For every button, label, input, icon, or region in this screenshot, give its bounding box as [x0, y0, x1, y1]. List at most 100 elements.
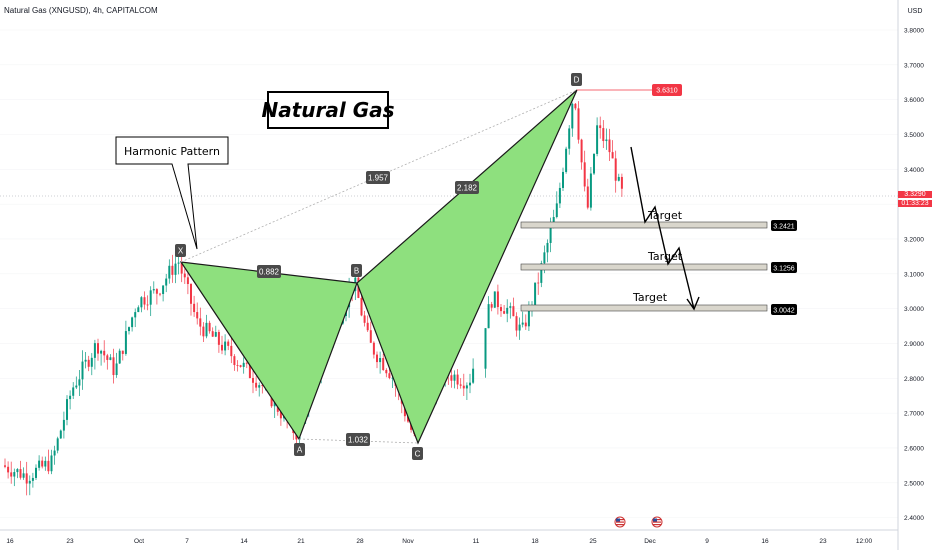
candle-body [543, 252, 546, 264]
candle-body [534, 282, 537, 305]
ratio-abc: 1.032 [348, 436, 369, 445]
candle-body [109, 357, 112, 360]
candle-body [577, 108, 580, 140]
x-tick-label: 28 [356, 538, 364, 545]
candle-body [180, 262, 183, 274]
d-high-price: 3.6310 [656, 88, 678, 95]
candle-body [118, 350, 121, 364]
candle-body [149, 290, 152, 305]
candle-body [121, 350, 124, 354]
ratio-xad-badge [366, 171, 390, 184]
candle-body [506, 307, 509, 314]
candle-body [31, 477, 34, 481]
candle-body [112, 357, 115, 376]
candle-body [565, 148, 568, 172]
candle-body [87, 359, 90, 367]
candle-body [462, 385, 465, 389]
candle-body [472, 368, 475, 383]
x-tick-label: 23 [819, 538, 827, 545]
candle-body [41, 460, 44, 467]
candle-body [97, 343, 99, 354]
candle-body [16, 469, 19, 473]
candle-body [512, 306, 515, 317]
ratio-xab: 0.882 [259, 268, 280, 277]
y-tick-label: 3.4000 [904, 167, 924, 174]
candle-body [93, 343, 96, 358]
point-x-badge [175, 244, 186, 257]
candle-body [199, 318, 202, 327]
target-label-1: Target [647, 209, 683, 222]
candle-body [134, 312, 137, 318]
candle-body [546, 242, 549, 253]
candle-body [593, 153, 595, 174]
candle-body [115, 363, 118, 376]
candle-body [484, 328, 487, 369]
candle-body [190, 284, 192, 304]
candle-body [177, 262, 180, 264]
candle-body [574, 103, 577, 109]
y-tick-label: 2.7000 [904, 411, 924, 418]
candle-body [13, 472, 16, 477]
candle-body [245, 362, 248, 364]
x-tick-label: 16 [761, 538, 769, 545]
candle-body [224, 341, 227, 351]
point-b-label: B [354, 267, 359, 276]
candle-body [4, 465, 6, 467]
candle-body [236, 365, 239, 366]
callout-text: Harmonic Pattern [124, 145, 220, 158]
candle-body [19, 469, 22, 478]
candle-body [44, 460, 47, 467]
candle-body [562, 171, 564, 188]
candle-body [10, 472, 13, 477]
candle-body [465, 385, 468, 389]
ratio-xad: 1.957 [368, 174, 389, 183]
candle-body [369, 330, 372, 343]
candle-body [221, 344, 223, 351]
candle-body [25, 473, 28, 484]
us-flag-icon[interactable] [614, 516, 626, 528]
candle-body [211, 331, 214, 337]
candle-body [385, 369, 388, 374]
candle-body [128, 327, 130, 332]
candle-body [124, 331, 127, 354]
candle-body [490, 304, 493, 308]
candle-body [131, 317, 134, 328]
candle-body [388, 373, 391, 379]
x-tick-label: 18 [531, 538, 539, 545]
candle-body [59, 430, 62, 439]
target-zone-3 [520, 304, 768, 312]
candle-body [509, 306, 512, 308]
candle-body [453, 374, 456, 381]
candle-body [518, 324, 521, 331]
candle-body [602, 128, 605, 142]
x-tick-label: 12:00 [856, 538, 873, 545]
target-price-1: 3.2421 [773, 224, 795, 231]
x-tick-label: 14 [240, 538, 248, 545]
candle-body [500, 307, 502, 312]
candle-body [69, 395, 72, 400]
target-zone-1 [520, 221, 768, 229]
candle-body [487, 304, 490, 329]
point-d-badge [571, 73, 582, 86]
candle-body [493, 291, 496, 308]
candle-body [174, 263, 177, 275]
us-flag-icon[interactable] [651, 516, 663, 528]
candle-body [555, 203, 558, 218]
candle-body [540, 263, 543, 283]
target-zone-2 [520, 263, 768, 271]
candle-body [366, 322, 369, 331]
candle-body [524, 322, 527, 327]
candle-body [391, 377, 394, 379]
candle-body [7, 466, 10, 473]
y-tick-label: 3.6000 [904, 97, 924, 104]
candle-body [382, 358, 385, 370]
ratio-bcd-badge [455, 181, 479, 194]
candle-body [28, 480, 31, 484]
point-a-label: A [297, 446, 303, 455]
candle-body [165, 278, 168, 286]
candle-body [205, 322, 208, 337]
x-tick-label: 11 [473, 538, 480, 545]
callout-bubble [115, 136, 229, 250]
target-label-2: Target [647, 250, 683, 263]
